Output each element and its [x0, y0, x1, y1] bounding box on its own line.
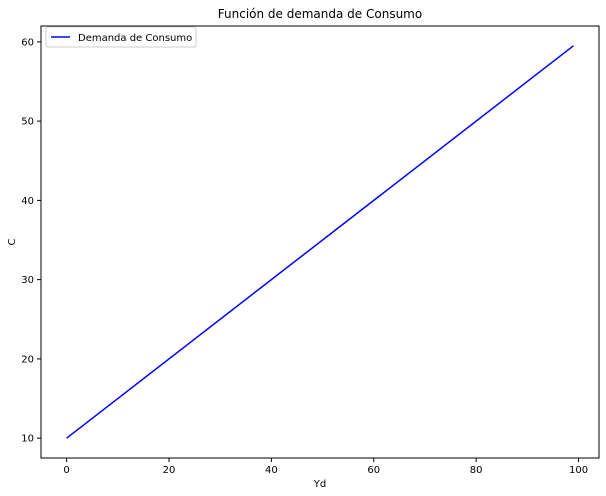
- x-tick-label: 80: [470, 465, 483, 476]
- x-tick-label: 40: [265, 465, 278, 476]
- y-tick-label: 60: [21, 37, 34, 48]
- y-tick-label: 30: [21, 275, 34, 286]
- y-axis: 10 20 30 40 50 60: [21, 37, 41, 445]
- x-tick-label: 100: [569, 465, 588, 476]
- y-tick-label: 50: [21, 117, 34, 128]
- series-layer: [66, 45, 574, 439]
- series-line: [66, 45, 574, 439]
- x-axis-label: Yd: [313, 479, 326, 490]
- chart-title: Función de demanda de Consumo: [218, 7, 422, 21]
- x-tick-label: 60: [367, 465, 380, 476]
- y-tick-label: 10: [21, 434, 34, 445]
- x-tick-label: 0: [63, 465, 69, 476]
- x-tick-label: 20: [163, 465, 176, 476]
- y-axis-label: C: [7, 238, 18, 245]
- legend: Demanda de Consumo: [45, 26, 197, 48]
- y-tick-label: 40: [21, 196, 34, 207]
- legend-box: [45, 26, 197, 48]
- y-tick-label: 20: [21, 354, 34, 365]
- x-axis: 0 20 40 60 80 100: [63, 458, 588, 476]
- legend-label: Demanda de Consumo: [78, 33, 192, 44]
